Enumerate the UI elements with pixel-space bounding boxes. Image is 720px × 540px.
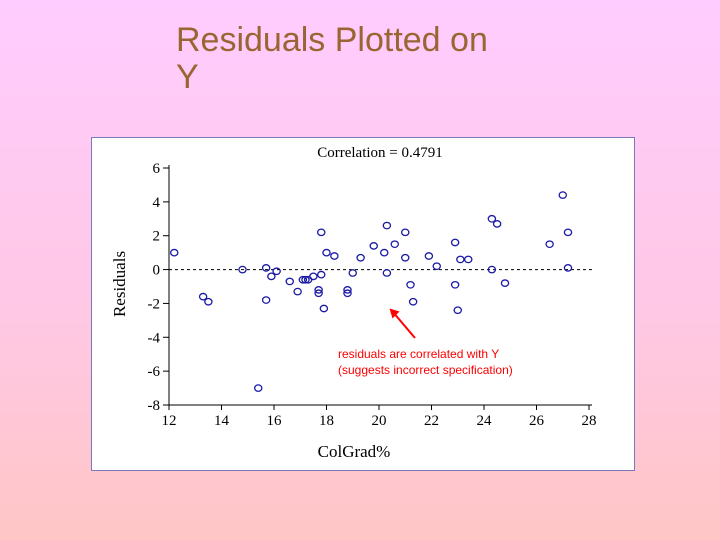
data-point xyxy=(293,287,302,296)
x-tick-label: 22 xyxy=(424,413,439,429)
data-point xyxy=(382,221,392,230)
data-point xyxy=(272,267,281,276)
y-tick-label: 4 xyxy=(153,195,161,211)
y-tick-label: 2 xyxy=(153,229,161,245)
data-point xyxy=(316,270,326,279)
data-point xyxy=(453,306,462,315)
chart-panel xyxy=(91,137,635,471)
data-point xyxy=(204,297,213,306)
axes xyxy=(168,165,593,406)
x-tick-label: 20 xyxy=(372,413,387,429)
data-point xyxy=(314,286,323,294)
x-tick-label: 28 xyxy=(582,413,597,429)
slide-title-line1: Residuals Plotted on xyxy=(176,21,488,59)
x-tick-label: 14 xyxy=(214,413,230,429)
x-tick-label: 26 xyxy=(529,413,545,429)
data-point xyxy=(492,220,502,228)
data-point xyxy=(330,252,339,260)
data-point xyxy=(261,264,271,272)
y-tick-label: -8 xyxy=(148,398,161,414)
annotation-line2: (suggests incorrect specification) xyxy=(338,363,513,377)
data-point xyxy=(309,272,318,281)
x-tick-label: 18 xyxy=(319,413,334,429)
data-point xyxy=(545,240,554,249)
data-point xyxy=(314,289,323,298)
x-tick-label: 16 xyxy=(267,413,283,429)
slide-title: Residuals Plotted on Y xyxy=(176,20,488,94)
y-tick-label: -4 xyxy=(148,330,161,346)
data-point xyxy=(316,228,326,237)
annotation-arrow xyxy=(389,308,416,339)
data-point xyxy=(253,384,263,392)
data-point xyxy=(343,286,352,294)
data-points xyxy=(169,191,573,392)
x-tick-label: 12 xyxy=(162,413,177,429)
arrow-shaft xyxy=(391,310,416,339)
y-tick-label: -6 xyxy=(148,364,161,380)
data-point xyxy=(285,277,294,286)
annotation-text: residuals are correlated with Y (suggest… xyxy=(338,346,513,378)
data-point xyxy=(267,272,276,281)
chart-title: Correlation = 0.4791 xyxy=(317,145,443,161)
y-tick-label: 0 xyxy=(153,263,161,279)
data-point xyxy=(432,262,441,271)
data-point xyxy=(369,242,378,250)
annotation-line1: residuals are correlated with Y xyxy=(338,347,500,361)
data-point xyxy=(400,253,410,262)
slide-title-line2: Y xyxy=(176,58,199,96)
data-point xyxy=(238,265,247,274)
data-point xyxy=(348,269,357,277)
data-point xyxy=(563,228,573,237)
x-axis-label: ColGrad% xyxy=(318,442,391,461)
x-tick-label: 24 xyxy=(477,413,493,429)
data-point xyxy=(198,292,208,301)
y-tick-label: -2 xyxy=(148,296,161,312)
data-point xyxy=(463,255,473,264)
data-point xyxy=(456,255,465,264)
data-point xyxy=(319,304,329,313)
data-point xyxy=(487,214,497,223)
data-point xyxy=(322,248,331,257)
data-point xyxy=(261,296,271,304)
data-point xyxy=(558,191,568,199)
data-point xyxy=(379,248,389,257)
data-point xyxy=(424,252,434,260)
data-point xyxy=(450,280,460,289)
y-tick-label: 6 xyxy=(153,161,161,177)
arrow-head xyxy=(389,308,400,319)
data-point xyxy=(487,265,497,274)
data-point xyxy=(408,297,418,306)
data-point xyxy=(400,228,410,237)
data-point xyxy=(390,240,399,249)
y-axis-label: Residuals xyxy=(110,251,129,317)
data-point xyxy=(356,253,365,262)
data-point xyxy=(500,279,510,287)
data-point xyxy=(343,289,352,298)
data-point xyxy=(563,264,573,272)
data-point xyxy=(450,238,460,247)
data-point xyxy=(382,269,392,277)
data-point xyxy=(169,248,179,257)
data-point xyxy=(406,280,415,289)
